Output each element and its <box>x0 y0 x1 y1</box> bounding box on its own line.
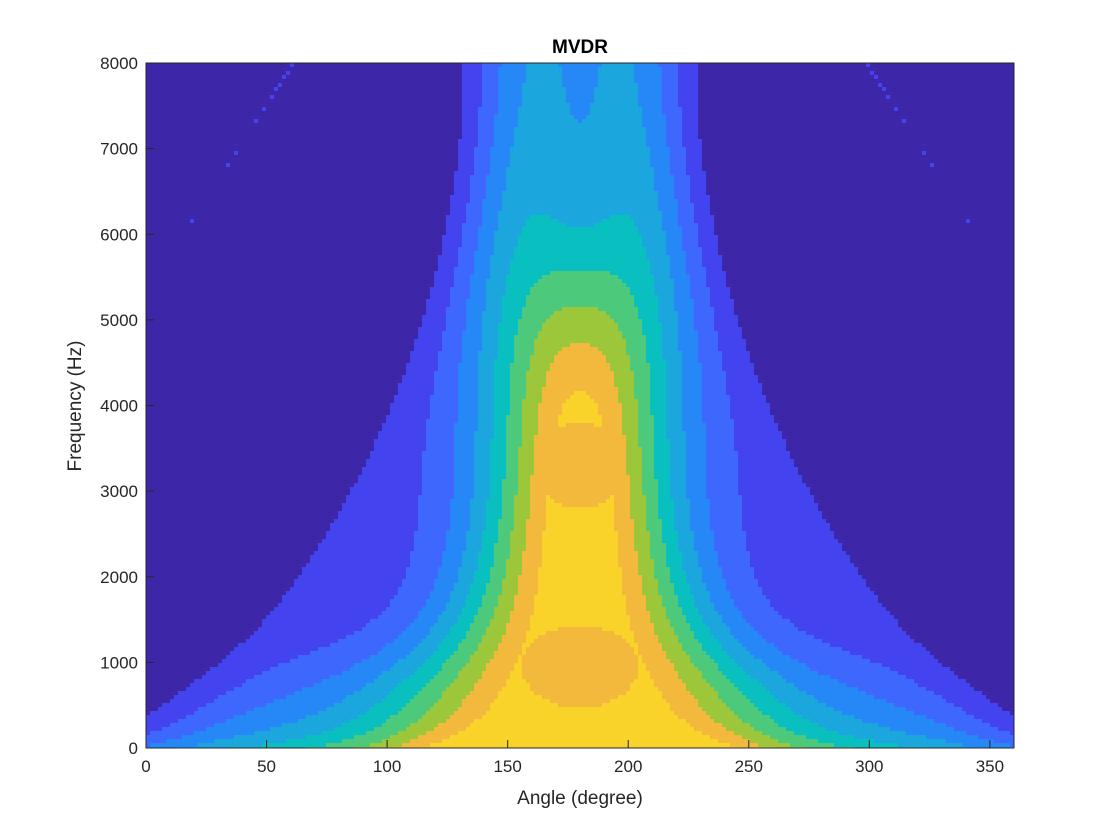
x-tick-label: 100 <box>373 757 401 776</box>
x-tick-label: 200 <box>614 757 642 776</box>
x-tick-label: 250 <box>735 757 763 776</box>
y-tick-label: 3000 <box>100 482 138 501</box>
y-tick-label: 4000 <box>100 397 138 416</box>
x-tick-label: 300 <box>855 757 883 776</box>
y-tick-label: 2000 <box>100 568 138 587</box>
y-tick-label: 7000 <box>100 140 138 159</box>
y-tick-label: 5000 <box>100 311 138 330</box>
y-tick-label: 6000 <box>100 225 138 244</box>
x-tick-label: 0 <box>141 757 150 776</box>
y-tick-label: 1000 <box>100 653 138 672</box>
y-axis-title: Frequency (Hz) <box>65 341 86 472</box>
x-tick-label: 150 <box>493 757 521 776</box>
x-axis-title: Angle (degree) <box>517 788 643 809</box>
x-tick-label: 50 <box>257 757 276 776</box>
x-tick-label: 350 <box>976 757 1004 776</box>
y-tick-label: 0 <box>129 739 138 758</box>
plot-area <box>146 63 1015 752</box>
y-tick-label: 8000 <box>100 54 138 73</box>
chart-title: MVDR <box>552 37 608 58</box>
